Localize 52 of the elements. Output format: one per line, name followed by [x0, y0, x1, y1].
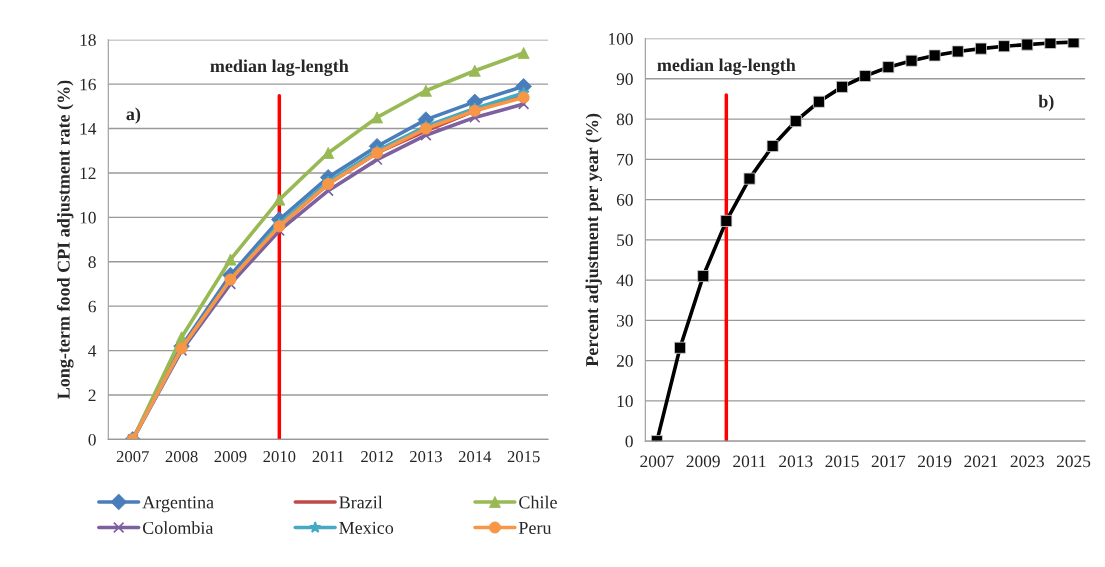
x-tick-label: 2007	[116, 451, 149, 463]
annotation: a)	[126, 107, 141, 124]
x-tick-label: 2019	[918, 455, 952, 468]
x-tick-label: 2007	[640, 455, 674, 468]
y-tick-label: 100	[609, 33, 633, 45]
x-tick-label: 2023	[1010, 455, 1044, 468]
y-axis-title: Long-term food CPI adjustment rate (%)	[56, 80, 74, 399]
y-axis-title: Percent adjustment per year (%)	[585, 113, 602, 367]
y-tick-label: 6	[88, 300, 96, 313]
y-tick-label: 40	[616, 274, 633, 287]
x-tick-label: 2013	[779, 455, 813, 468]
y-tick-label: 20	[616, 355, 633, 367]
x-tick-label: 2013	[409, 451, 442, 463]
x-tick-label: 2009	[214, 451, 247, 463]
y-tick-label: 50	[617, 234, 633, 247]
y-tick-label: 16	[80, 78, 96, 91]
legend-label: Peru	[518, 521, 552, 534]
y-tick-label: 14	[80, 123, 97, 135]
y-tick-label: 0	[88, 433, 96, 446]
y-tick-label: 10	[617, 395, 633, 408]
x-tick-label: 2014	[458, 451, 492, 463]
y-tick-label: 60	[616, 194, 633, 206]
y-tick-label: 0	[625, 435, 633, 448]
legend-label: Mexico	[339, 521, 394, 534]
y-tick-label: 80	[616, 113, 633, 126]
legend-label: Argentina	[142, 496, 214, 513]
y-tick-label: 18	[80, 34, 96, 46]
y-tick-label: 70	[617, 153, 633, 166]
y-tick-label: 8	[88, 256, 96, 268]
y-tick-label: 30	[616, 314, 633, 327]
y-tick-label: 12	[80, 167, 96, 179]
x-tick-label: 2011	[312, 451, 344, 463]
x-tick-label: 2010	[263, 451, 296, 463]
x-tick-label: 2008	[165, 451, 198, 463]
ref-line-label: median lag-length	[657, 58, 796, 75]
x-tick-label: 2011	[733, 455, 766, 468]
legend-label: Chile	[519, 495, 557, 509]
y-tick-label: 2	[88, 389, 96, 402]
annotation: b)	[1038, 94, 1054, 112]
x-tick-label: 2009	[686, 455, 720, 468]
ref-line-label: median lag-length	[210, 59, 349, 76]
y-tick-label: 4	[88, 345, 97, 357]
x-tick-label: 2015	[825, 455, 859, 468]
y-tick-label: 10	[80, 211, 96, 224]
x-tick-label: 2025	[1056, 455, 1091, 468]
legend-label: Colombia	[142, 521, 214, 535]
legend-label: Brazil	[339, 495, 383, 509]
x-tick-label: 2012	[361, 451, 393, 463]
x-tick-label: 2021	[964, 455, 998, 468]
x-tick-label: 2017	[871, 455, 906, 468]
y-tick-label: 90	[616, 73, 633, 86]
x-tick-label: 2015	[507, 451, 540, 463]
